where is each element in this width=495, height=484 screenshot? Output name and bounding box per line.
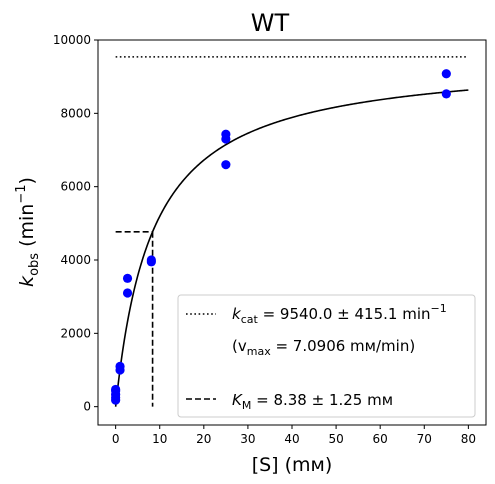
plot-area [111,56,469,407]
legend-box [177,294,476,418]
data-point [111,384,121,395]
y-tick-label: 2000 [60,326,91,340]
data-point [441,69,451,79]
x-tick-label: 80 [461,432,476,446]
data-point [115,361,125,371]
axis-ticks: 0 10 20 30 40 50 60 70 80 0 2000 4000 6000 8000 10000 [53,33,476,446]
chart-title: WT [251,9,290,37]
x-tick-label: 70 [417,432,432,446]
data-point [221,160,231,170]
data-point [122,288,133,298]
y-tick-label: 0 [83,400,91,414]
y-axis-title: kobs (min−1) [14,177,42,287]
y-tick-label: 4000 [60,253,91,267]
x-tick-label: 50 [328,432,343,446]
legend-km-entry: KM = 8.38 ± 1.25 mм [232,391,393,412]
legend-kcat-entry: kcat = 9540.0 ± 415.1 min−1 [232,302,447,326]
x-tick-label: 40 [284,432,299,446]
legend-vmax-entry: (vmax = 7.0906 mм/min) [232,337,415,358]
fit-curve [114,89,469,407]
x-tick-label: 10 [152,432,167,446]
y-tick-label: 10000 [53,33,91,47]
x-axis-title: [S] (mм) [252,454,333,476]
data-point [122,273,133,283]
x-tick-label: 20 [196,432,211,446]
y-tick-label: 8000 [60,106,91,120]
data-point [221,129,231,139]
y-tick-label: 6000 [60,180,91,194]
data-point [146,255,156,265]
x-tick-label: 0 [112,432,120,446]
x-tick-label: 30 [240,432,255,446]
data-point [441,89,451,99]
x-tick-label: 60 [373,432,388,446]
legend: kcat = 9540.0 ± 415.1 min−1 (vmax = 7.09… [177,294,476,418]
